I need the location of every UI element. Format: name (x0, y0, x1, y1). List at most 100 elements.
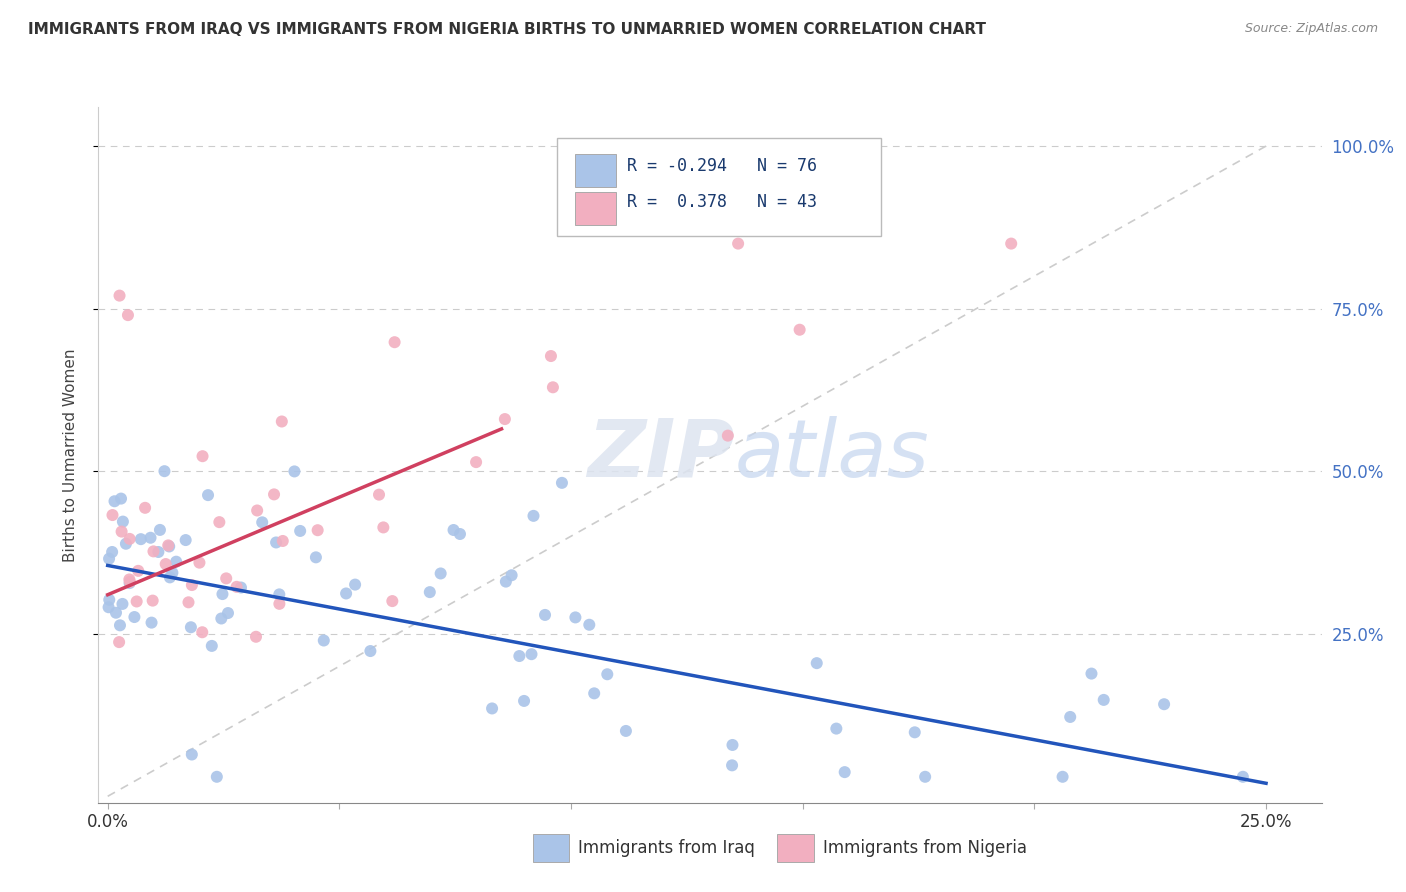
Point (727, 236, 749, 251)
Point (118, 574, 141, 589)
Point (134, 500, 156, 515)
Point (118, 532, 141, 546)
Point (124, 610, 146, 624)
Point (149, 523, 172, 537)
Point (180, 747, 202, 762)
Point (904, 725, 927, 739)
Point (191, 625, 214, 640)
Point (263, 487, 285, 501)
Point (108, 635, 131, 649)
Point (215, 571, 238, 585)
Point (155, 557, 177, 571)
Point (180, 620, 202, 634)
Point (139, 531, 162, 545)
Point (508, 648, 530, 663)
FancyBboxPatch shape (575, 192, 616, 226)
Point (118, 573, 141, 587)
Point (101, 545, 124, 559)
Point (246, 503, 269, 517)
Point (211, 587, 233, 601)
Point (825, 722, 848, 736)
Point (834, 765, 856, 780)
Point (373, 520, 395, 534)
Point (141, 615, 163, 630)
Point (108, 618, 131, 632)
Point (384, 335, 406, 350)
Text: ZIP: ZIP (588, 416, 734, 494)
Point (197, 488, 219, 502)
Point (101, 508, 124, 522)
Point (495, 574, 517, 589)
Point (1232, 770, 1254, 784)
Point (157, 540, 180, 554)
Point (157, 538, 180, 552)
Text: IMMIGRANTS FROM IRAQ VS IMMIGRANTS FROM NIGERIA BIRTHS TO UNMARRIED WOMEN CORREL: IMMIGRANTS FROM IRAQ VS IMMIGRANTS FROM … (28, 22, 986, 37)
Point (806, 656, 828, 670)
Point (305, 550, 328, 565)
Point (914, 770, 936, 784)
Point (97, 600, 120, 615)
Y-axis label: Births to Unmarried Women: Births to Unmarried Women (63, 348, 77, 562)
Point (368, 488, 391, 502)
Point (270, 415, 292, 429)
Point (564, 610, 586, 624)
FancyBboxPatch shape (575, 153, 616, 187)
Point (110, 491, 132, 506)
Point (1052, 770, 1074, 784)
Point (162, 566, 184, 580)
Point (159, 570, 181, 584)
Point (540, 349, 562, 363)
Point (721, 758, 744, 772)
Point (217, 606, 239, 620)
Point (209, 611, 232, 625)
Point (381, 594, 404, 608)
Text: Immigrants from Iraq: Immigrants from Iraq (578, 839, 755, 857)
Text: Source: ZipAtlas.com: Source: ZipAtlas.com (1244, 22, 1378, 36)
Point (312, 633, 335, 648)
Point (717, 428, 740, 442)
Point (103, 494, 125, 508)
Point (522, 508, 544, 523)
Point (245, 630, 267, 644)
Point (465, 455, 488, 469)
Text: R = -0.294   N = 76: R = -0.294 N = 76 (627, 157, 817, 175)
Point (125, 594, 148, 608)
Point (108, 288, 131, 302)
Point (551, 475, 574, 490)
Point (283, 464, 305, 478)
Point (117, 308, 139, 322)
Point (142, 593, 165, 607)
Point (264, 535, 287, 549)
Point (225, 580, 247, 594)
Point (269, 587, 291, 601)
Point (250, 516, 273, 530)
Point (104, 606, 127, 620)
Point (335, 586, 357, 600)
Point (1153, 697, 1175, 711)
Point (596, 667, 619, 681)
Text: R =  0.378   N = 43: R = 0.378 N = 43 (627, 193, 817, 211)
Point (98, 592, 121, 607)
Text: atlas: atlas (734, 416, 929, 494)
FancyBboxPatch shape (533, 834, 569, 862)
Text: Immigrants from Nigeria: Immigrants from Nigeria (823, 839, 1026, 857)
Point (344, 577, 367, 591)
Point (188, 556, 211, 570)
Point (583, 686, 606, 700)
Point (127, 564, 149, 578)
Point (307, 523, 329, 537)
Point (165, 555, 187, 569)
Point (208, 515, 231, 529)
Point (443, 523, 465, 537)
Point (1000, 236, 1022, 251)
Point (541, 380, 564, 394)
Point (98, 551, 121, 566)
Point (142, 544, 165, 558)
Point (288, 524, 311, 538)
Point (229, 581, 252, 595)
Point (180, 578, 202, 592)
FancyBboxPatch shape (778, 834, 814, 862)
Point (481, 701, 503, 715)
Point (520, 647, 543, 661)
Point (359, 644, 381, 658)
